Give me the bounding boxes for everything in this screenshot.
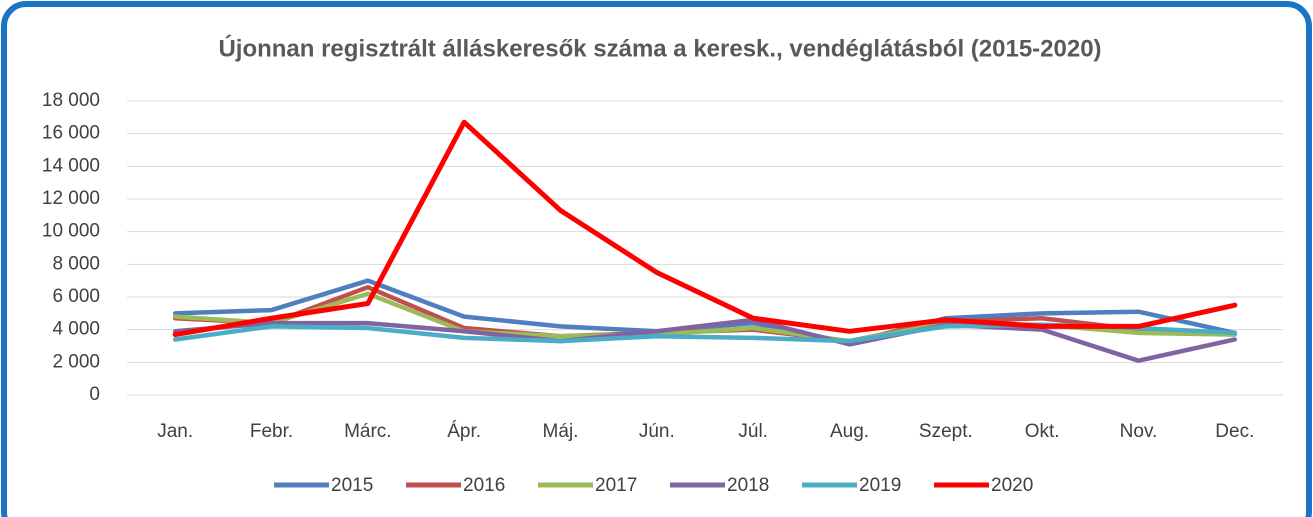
- y-tick-label: 16 000: [42, 123, 100, 144]
- y-tick-label: 2 000: [52, 351, 100, 372]
- y-tick-label: 8 000: [52, 253, 100, 274]
- y-tick-label: 12 000: [42, 188, 100, 209]
- legend-label: 2020: [991, 475, 1033, 496]
- x-tick-label: Aug.: [830, 421, 869, 442]
- y-tick-label: 18 000: [42, 90, 100, 111]
- legend-label: 2015: [331, 475, 373, 496]
- x-tick-label: Júl.: [738, 421, 768, 442]
- y-tick-label: 10 000: [42, 221, 100, 242]
- y-tick-label: 4 000: [52, 319, 100, 340]
- x-tick-label: Szept.: [919, 421, 973, 442]
- x-tick-label: Jún.: [639, 421, 675, 442]
- x-tick-label: Okt.: [1025, 421, 1060, 442]
- y-tick-label: 0: [89, 384, 100, 405]
- legend-label: 2019: [859, 475, 901, 496]
- x-tick-label: Márc.: [344, 421, 392, 442]
- x-tick-label: Febr.: [250, 421, 293, 442]
- x-tick-label: Nov.: [1120, 421, 1158, 442]
- legend-label: 2017: [595, 475, 637, 496]
- chart-title: Újonnan regisztrált álláskeresők száma a…: [218, 34, 1101, 62]
- x-tick-label: Jan.: [157, 421, 193, 442]
- x-tick-label: Máj.: [543, 421, 579, 442]
- legend-label: 2016: [463, 475, 505, 496]
- x-tick-label: Ápr.: [447, 421, 481, 442]
- legend-label: 2018: [727, 475, 769, 496]
- x-tick-label: Dec.: [1215, 421, 1254, 442]
- series-line: [172, 317, 1238, 363]
- series-line: [172, 119, 1238, 338]
- y-tick-label: 6 000: [52, 286, 100, 307]
- y-tick-label: 14 000: [42, 155, 100, 176]
